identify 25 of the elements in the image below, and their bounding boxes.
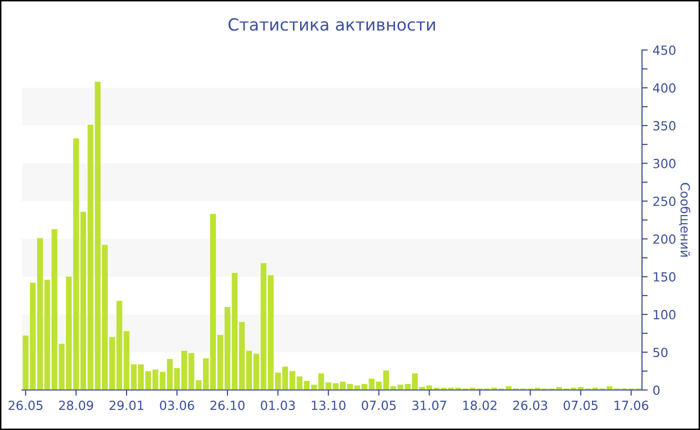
y-tick-label: 100 — [654, 310, 676, 320]
y-axis-title: Сообщений — [678, 182, 690, 257]
x-tick-label: 26.05 — [8, 400, 42, 410]
x-tick-label: 26.10 — [210, 400, 245, 410]
y-tick-label: 350 — [653, 121, 676, 130]
y-tick-label: 300 — [653, 158, 676, 168]
x-tick-label: 07.05 — [564, 400, 598, 410]
x-tick-label: 03.06 — [160, 400, 194, 410]
x-tick-label: 07.05 — [362, 400, 396, 410]
x-tick-label: 31.07 — [412, 400, 446, 410]
x-tick-label: 26.03 — [513, 400, 548, 410]
y-tick-label: 0 — [653, 385, 660, 395]
y-tick-label: 450 — [653, 45, 676, 55]
x-tick-label: 18.02 — [463, 400, 496, 410]
x-tick-label: 13.10 — [312, 400, 346, 410]
x-tick-label: 01.03 — [260, 400, 295, 410]
y-tick-label: 200 — [653, 234, 676, 244]
x-tick-label: 29.01 — [110, 400, 144, 410]
y-tick-label: 150 — [654, 272, 676, 282]
y-tick-label: 50 — [653, 348, 668, 358]
x-tick-label: 17.06 — [614, 400, 648, 410]
chart-title: Статистика активности — [228, 18, 435, 31]
x-tick-label: 28.09 — [59, 400, 94, 410]
y-tick-label: 250 — [653, 196, 676, 206]
y-tick-label: 400 — [653, 83, 676, 93]
